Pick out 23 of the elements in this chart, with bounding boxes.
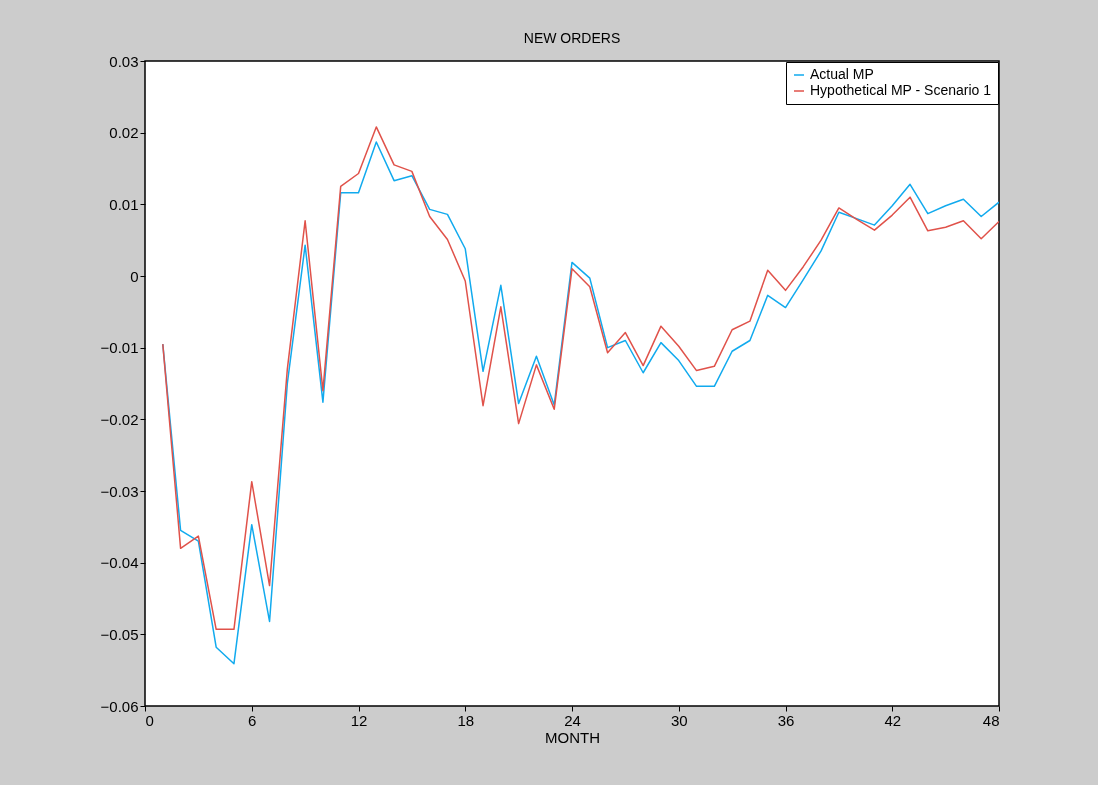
x-tick-label: 12 [350, 711, 368, 729]
y-tick-label: 0.01 [109, 195, 139, 213]
x-tick-label: 6 [248, 711, 257, 729]
y-tick-label: 0.02 [109, 124, 139, 142]
legend-label: Hypothetical MP - Scenario 1 [810, 82, 992, 98]
y-tick-label: −0.03 [100, 482, 139, 500]
y-tick-label: −0.06 [100, 697, 139, 715]
chart-title: NEW ORDERS [523, 30, 621, 46]
y-tick-label: −0.01 [100, 339, 139, 357]
y-tick-label: −0.04 [100, 554, 139, 572]
x-tick-label: 42 [884, 711, 902, 729]
x-tick-label: 0 [145, 711, 154, 729]
y-tick-label: 0 [130, 267, 139, 285]
x-tick-label: 30 [670, 711, 688, 729]
x-tick-label: 18 [457, 711, 475, 729]
x-tick-label: 48 [982, 711, 1000, 729]
x-tick-label: 36 [777, 711, 795, 729]
y-tick-label: 0.03 [109, 52, 139, 70]
legend-label: Actual MP [810, 66, 874, 82]
x-axis-title: MONTH [545, 728, 600, 746]
x-tick-label: 24 [564, 711, 581, 729]
y-tick-label: −0.05 [100, 625, 139, 643]
y-tick-label: −0.02 [100, 410, 139, 428]
